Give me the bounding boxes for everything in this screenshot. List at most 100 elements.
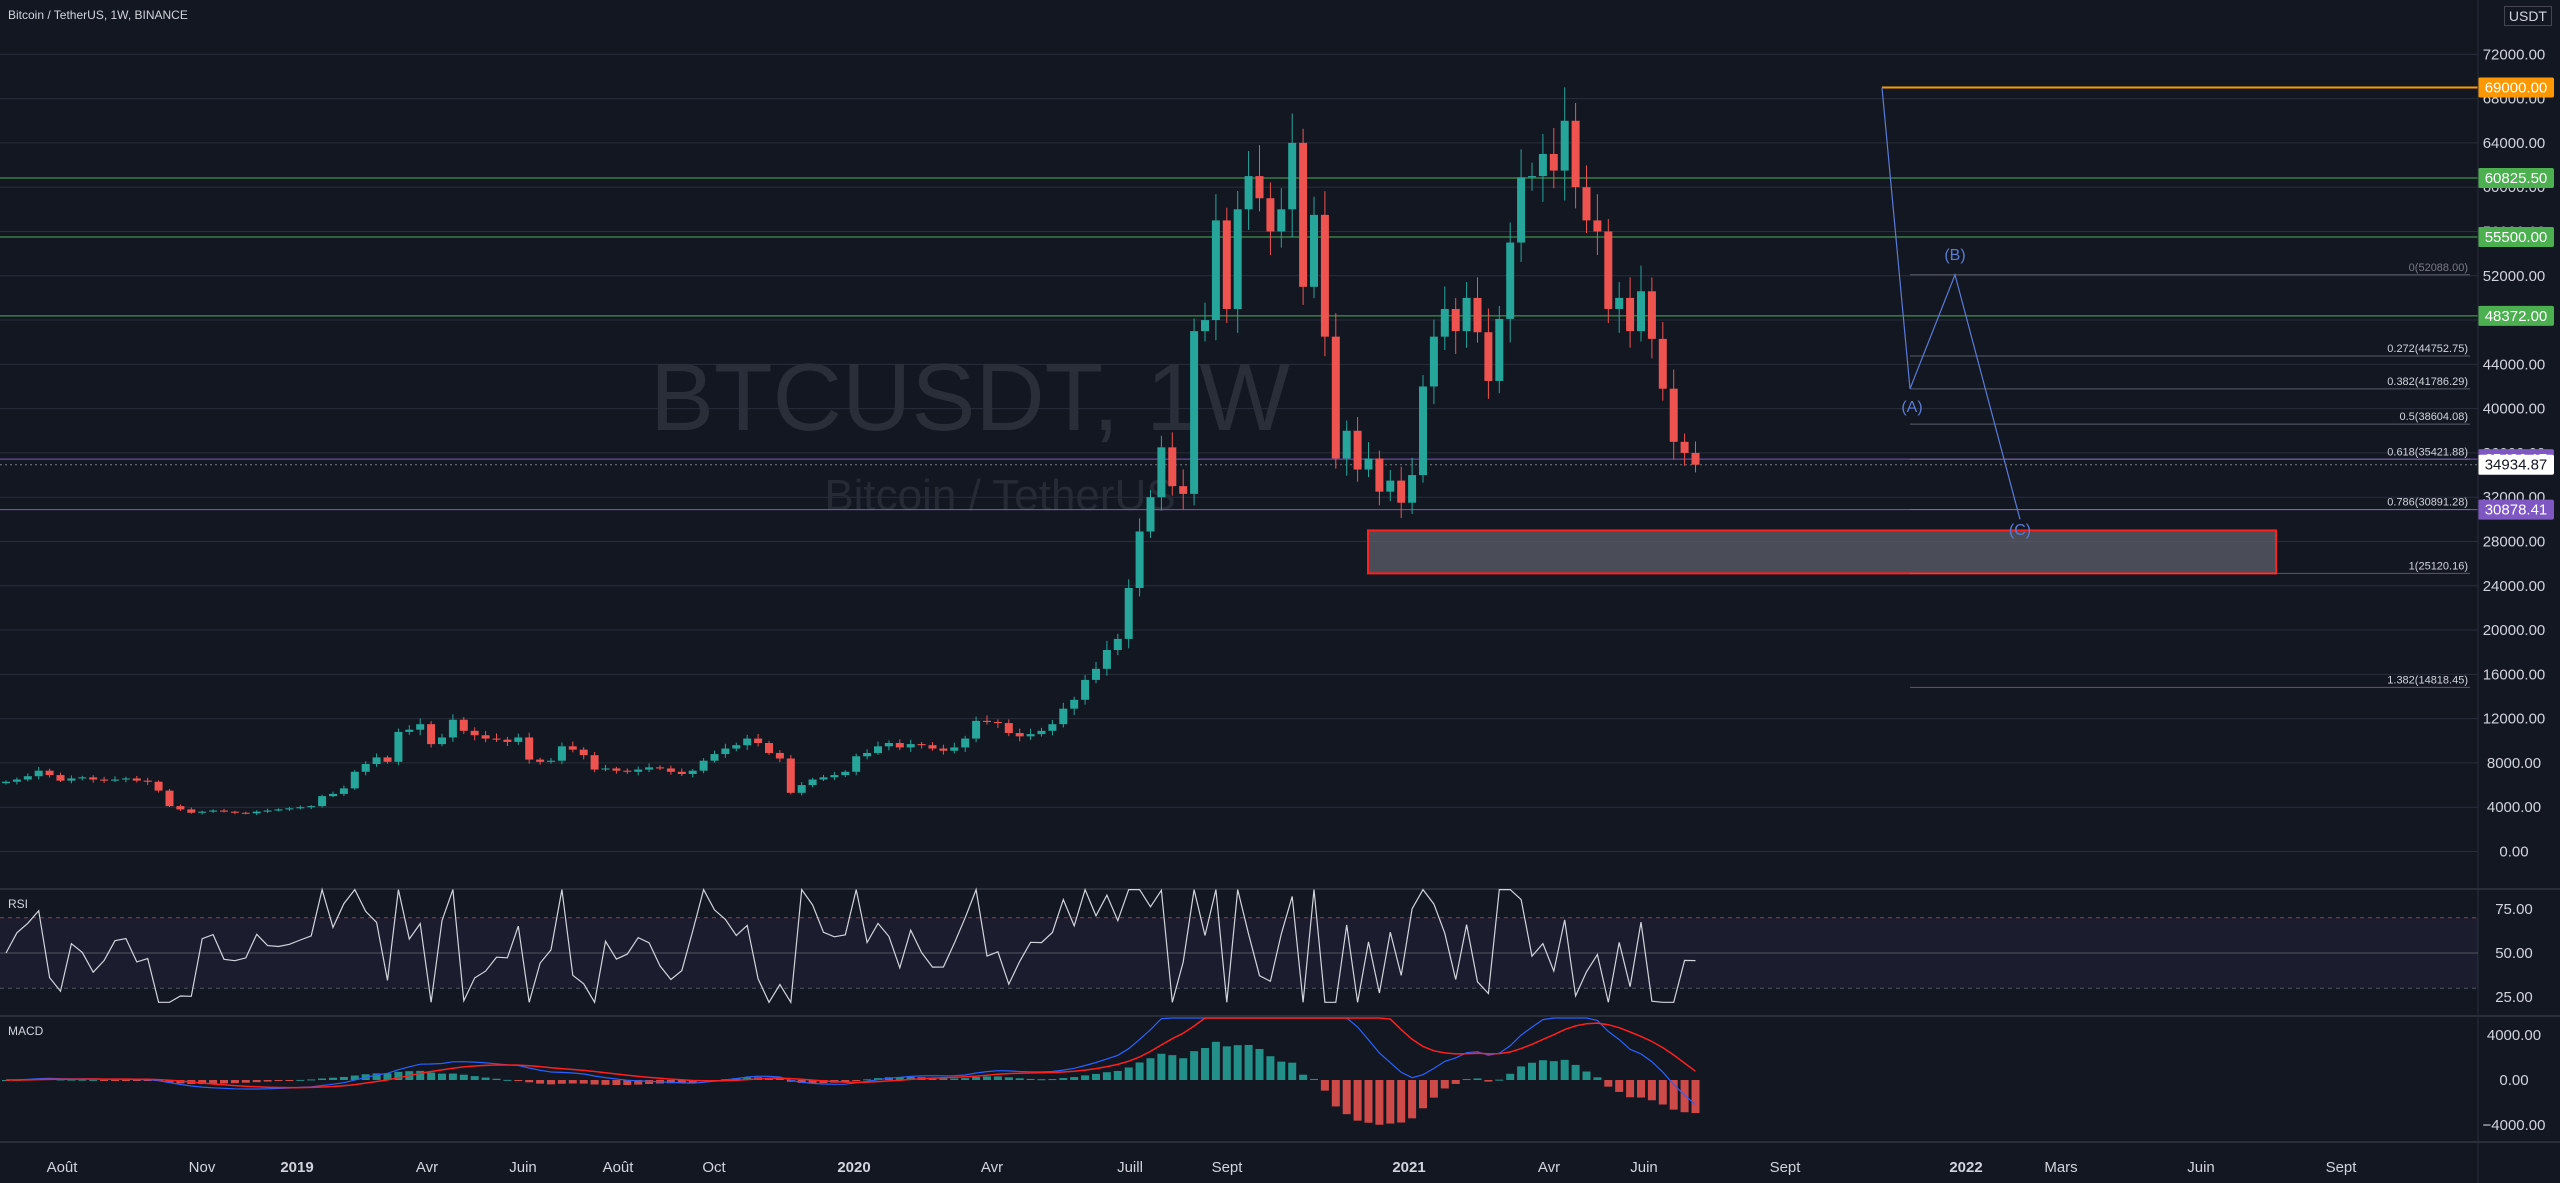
macd-histogram-bar bbox=[448, 1073, 457, 1080]
macd-histogram-bar bbox=[1190, 1051, 1199, 1080]
macd-histogram-bar bbox=[89, 1079, 98, 1081]
macd-histogram-bar bbox=[1440, 1080, 1449, 1089]
macd-histogram-bar bbox=[1429, 1080, 1438, 1098]
x-tick-label: 2022 bbox=[1949, 1159, 1982, 1176]
macd-histogram-bar bbox=[1168, 1055, 1177, 1080]
candle-body bbox=[1473, 297, 1482, 333]
x-tick-label: Juin bbox=[2187, 1159, 2215, 1176]
macd-histogram-bar bbox=[230, 1080, 239, 1084]
candle-body bbox=[1146, 497, 1155, 532]
y-tick-label: 28000.00 bbox=[2483, 533, 2546, 550]
macd-histogram-bar bbox=[1102, 1072, 1111, 1080]
x-tick-label: Oct bbox=[702, 1159, 726, 1176]
candle-body bbox=[568, 746, 577, 750]
macd-histogram-bar bbox=[56, 1079, 65, 1081]
macd-histogram-bar bbox=[252, 1080, 261, 1083]
chart-title: Bitcoin / TetherUS, 1W, BINANCE bbox=[8, 8, 188, 22]
candle-body bbox=[350, 771, 359, 789]
macd-histogram-bar bbox=[1571, 1064, 1580, 1080]
candle-body bbox=[743, 738, 752, 746]
macd-histogram-bar bbox=[111, 1080, 119, 1081]
macd-tick-label: 4000.00 bbox=[2487, 1027, 2541, 1044]
price-label-box bbox=[2478, 227, 2554, 248]
candle-body bbox=[2, 781, 10, 784]
fib-level-label: 0.618(35421.88) bbox=[2387, 446, 2468, 458]
watermark-symbol: BTCUSDT, 1W bbox=[650, 344, 1290, 451]
y-tick-label: 16000.00 bbox=[2483, 666, 2546, 683]
candle-body bbox=[187, 809, 196, 813]
macd-histogram-bar bbox=[841, 1080, 850, 1083]
price-label: 34934.87 bbox=[2485, 457, 2548, 474]
macd-histogram-bar bbox=[481, 1077, 490, 1080]
x-tick-label: Avr bbox=[1538, 1159, 1560, 1176]
x-tick-label: Avr bbox=[416, 1159, 438, 1176]
macd-histogram-bar bbox=[329, 1077, 337, 1080]
candle-body bbox=[1266, 198, 1275, 232]
macd-histogram-bar bbox=[1560, 1059, 1569, 1080]
macd-histogram-bar bbox=[1157, 1053, 1166, 1080]
candle-body bbox=[1168, 447, 1177, 487]
candle-body bbox=[983, 720, 991, 722]
macd-histogram-bar bbox=[1255, 1048, 1264, 1080]
y-tick-label: 4000.00 bbox=[2487, 799, 2541, 816]
candle-body bbox=[394, 731, 403, 762]
currency-button[interactable]: USDT bbox=[2503, 6, 2552, 26]
macd-histogram-bar bbox=[1135, 1062, 1144, 1080]
x-tick-label: Juill bbox=[1117, 1159, 1143, 1176]
candle-body bbox=[623, 770, 632, 772]
macd-histogram-bar bbox=[852, 1080, 861, 1081]
candle-body bbox=[405, 729, 414, 732]
candle-body bbox=[383, 757, 392, 762]
candle-body bbox=[318, 796, 327, 807]
candle-body bbox=[1299, 142, 1308, 287]
macd-histogram-bar bbox=[1364, 1080, 1373, 1123]
macd-histogram-bar bbox=[1244, 1044, 1253, 1080]
macd-histogram-bar bbox=[394, 1071, 403, 1080]
y-tick-label: 0.00 bbox=[2499, 844, 2528, 861]
candle-body bbox=[503, 739, 512, 742]
candle-body bbox=[601, 768, 610, 770]
macd-histogram-bar bbox=[961, 1078, 970, 1080]
macd-histogram-bar bbox=[1353, 1080, 1362, 1121]
macd-histogram-bar bbox=[1375, 1080, 1384, 1125]
candle-body bbox=[1255, 176, 1264, 199]
candle-body bbox=[906, 744, 915, 748]
macd-histogram-bar bbox=[1048, 1079, 1057, 1081]
macd-histogram-bar bbox=[601, 1080, 610, 1085]
x-tick-label: Sept bbox=[1212, 1159, 1244, 1176]
macd-histogram-bar bbox=[492, 1078, 501, 1080]
macd-histogram-bar bbox=[132, 1080, 141, 1081]
candle-body bbox=[721, 748, 730, 755]
y-tick-label: 12000.00 bbox=[2483, 711, 2546, 728]
watermark-name: Bitcoin / TetherUS bbox=[824, 471, 1175, 520]
candle-body bbox=[361, 764, 370, 772]
candle-body bbox=[492, 738, 501, 740]
macd-histogram-bar bbox=[634, 1080, 643, 1085]
macd-histogram-bar bbox=[1408, 1080, 1417, 1119]
candle-body bbox=[579, 749, 588, 756]
price-label: 60825.50 bbox=[2485, 170, 2548, 187]
candle-body bbox=[1615, 297, 1624, 309]
wave-label: (A) bbox=[1901, 399, 1922, 416]
candle-body bbox=[1604, 231, 1613, 309]
y-tick-label: 8000.00 bbox=[2487, 755, 2541, 772]
candle-body bbox=[874, 746, 882, 753]
candle-body bbox=[993, 721, 1002, 724]
macd-histogram-bar bbox=[1310, 1078, 1318, 1080]
candle-body bbox=[928, 745, 937, 749]
candle-body bbox=[1364, 458, 1373, 470]
candle-body bbox=[1462, 297, 1471, 332]
macd-histogram-bar bbox=[1092, 1073, 1100, 1080]
candle-body bbox=[1026, 734, 1035, 737]
x-tick-label: 2019 bbox=[280, 1159, 313, 1176]
macd-histogram-bar bbox=[165, 1080, 174, 1083]
macd-histogram-bar bbox=[470, 1076, 479, 1080]
candle-body bbox=[220, 810, 228, 812]
candle-body bbox=[1408, 475, 1417, 503]
macd-histogram-bar bbox=[1211, 1041, 1220, 1080]
candle-body bbox=[263, 810, 272, 812]
candle-body bbox=[1571, 120, 1580, 188]
candle-body bbox=[1669, 388, 1678, 442]
macd-histogram-bar bbox=[503, 1079, 512, 1081]
